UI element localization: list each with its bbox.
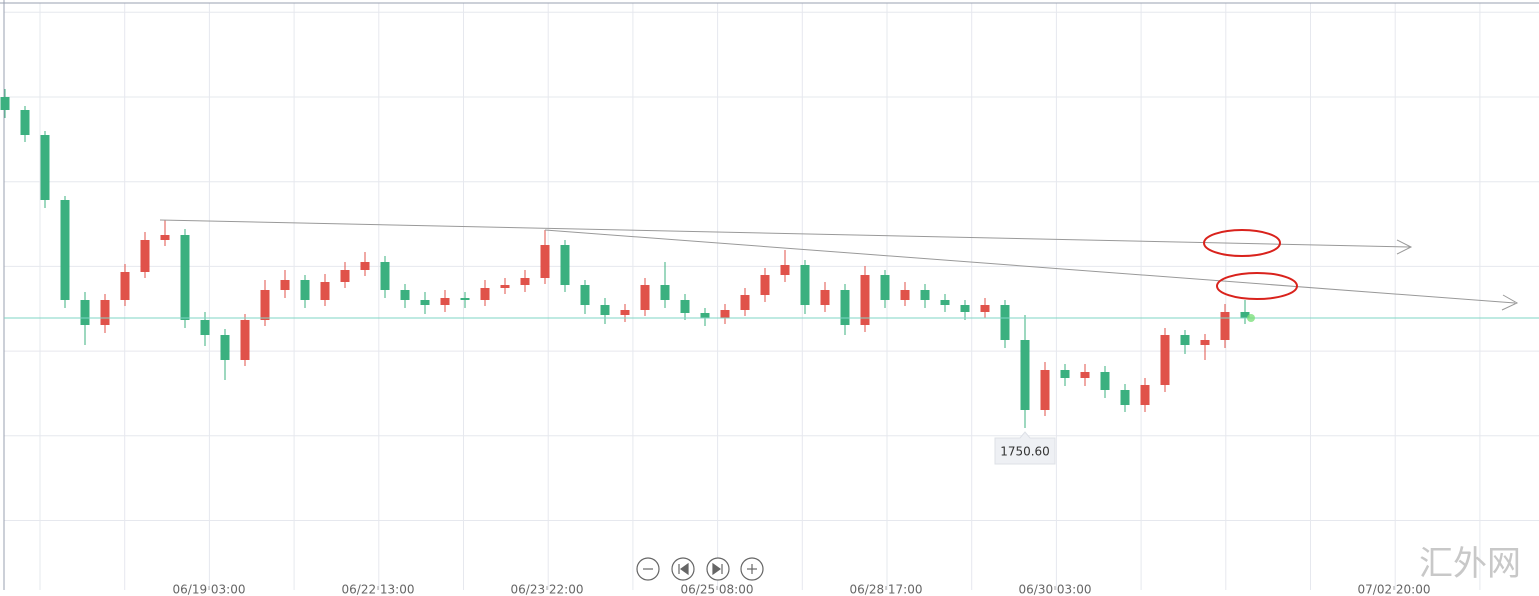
last-price-dot xyxy=(1247,314,1255,322)
candle-body xyxy=(1100,372,1110,390)
candle-body xyxy=(940,300,950,305)
candle-body xyxy=(120,272,130,300)
candle-body xyxy=(0,97,10,110)
candle-body xyxy=(1040,370,1050,410)
candle-body xyxy=(1080,372,1090,378)
candle-body xyxy=(460,298,470,300)
watermark: 汇外网 xyxy=(1419,544,1521,584)
x-tick-label: 06/22 13:00 xyxy=(342,583,415,596)
candle-body xyxy=(1020,340,1030,410)
candle-body xyxy=(740,295,750,310)
candle-body xyxy=(80,300,90,325)
candle-body xyxy=(1120,390,1130,405)
candle-body xyxy=(180,235,190,320)
candle-body xyxy=(280,280,290,290)
candle-body xyxy=(300,280,310,300)
candle-body xyxy=(500,285,510,288)
candle-body xyxy=(1000,305,1010,340)
candle-body xyxy=(640,285,650,310)
candle-body xyxy=(880,275,890,300)
min-label-box xyxy=(994,431,1056,465)
candle-body xyxy=(360,262,370,270)
candle-body xyxy=(1060,370,1070,378)
x-tick-label: 07/02 20:00 xyxy=(1358,583,1431,596)
candle-body xyxy=(380,262,390,290)
candle-body xyxy=(800,265,810,305)
highlight-ellipse xyxy=(1216,272,1298,300)
candle-body xyxy=(780,265,790,275)
candle-body xyxy=(40,135,50,200)
candle-body xyxy=(820,290,830,305)
candle-body xyxy=(140,240,150,272)
candle-body xyxy=(400,290,410,300)
arrow-head xyxy=(1501,294,1519,311)
x-tick-label: 06/25 08:00 xyxy=(681,583,754,596)
candle-body xyxy=(1240,312,1250,318)
candle-body xyxy=(840,290,850,325)
candle-body xyxy=(560,245,570,285)
candle-body xyxy=(200,320,210,335)
candle-body xyxy=(420,300,430,305)
candle-body xyxy=(60,200,70,300)
candle-body xyxy=(920,290,930,300)
candle-body xyxy=(660,285,670,300)
candle-body xyxy=(1220,312,1230,340)
candle-body xyxy=(1180,335,1190,345)
candle-body xyxy=(540,245,550,278)
candle-body xyxy=(1140,385,1150,405)
scroll-start-button[interactable] xyxy=(671,557,695,581)
candle-body xyxy=(960,305,970,312)
zoom-in-button[interactable] xyxy=(740,557,764,581)
candle-body xyxy=(760,275,770,295)
candle-body xyxy=(220,335,230,360)
candle-body xyxy=(480,288,490,300)
candles: 1750.60 xyxy=(0,89,1539,465)
candle-body xyxy=(720,310,730,318)
x-tick-label: 06/30 03:00 xyxy=(1019,583,1092,596)
arrow-head xyxy=(1396,239,1413,255)
candle-body xyxy=(160,235,170,240)
trendline xyxy=(544,229,1516,304)
candle-body xyxy=(900,290,910,300)
candle-body xyxy=(600,305,610,315)
candle-body xyxy=(260,290,270,320)
zoom-controls xyxy=(636,557,764,581)
highlight-ellipse xyxy=(1203,229,1281,257)
candle-body xyxy=(100,300,110,325)
candle-body xyxy=(1160,335,1170,385)
grid xyxy=(4,3,1539,590)
x-tick-label: 06/23 22:00 xyxy=(511,583,584,596)
candle-body xyxy=(520,278,530,285)
scroll-end-button[interactable] xyxy=(706,557,730,581)
candle-body xyxy=(700,313,710,318)
x-tick-label: 06/28 17:00 xyxy=(850,583,923,596)
candle-body xyxy=(440,298,450,305)
candle-body xyxy=(1200,340,1210,345)
trendline xyxy=(159,219,1411,248)
x-tick-label: 06/19 03:00 xyxy=(173,583,246,596)
trendlines xyxy=(159,219,1519,311)
candle-body xyxy=(980,305,990,312)
candle-body xyxy=(340,270,350,282)
candle-body xyxy=(680,300,690,313)
candle-body xyxy=(860,275,870,325)
candle-body xyxy=(580,285,590,305)
min-label: 1750.60 xyxy=(1000,445,1050,459)
candle-body xyxy=(620,310,630,315)
zoom-out-button[interactable] xyxy=(636,557,660,581)
candle-body xyxy=(20,110,30,135)
candle-body xyxy=(320,282,330,300)
candle-body xyxy=(240,320,250,360)
